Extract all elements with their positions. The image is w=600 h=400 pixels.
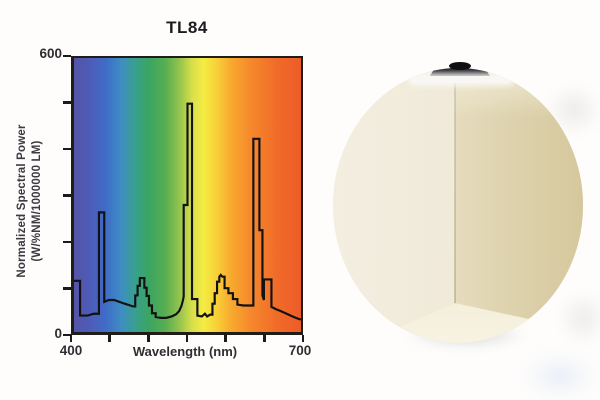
y-axis-title-line2: (W/%NM/1000000 LM)	[30, 140, 43, 262]
x-axis-tick	[224, 335, 227, 342]
booth-edge-fade	[333, 68, 583, 343]
booth-lamp-knob-icon	[449, 62, 471, 70]
y-axis-tick	[63, 333, 71, 337]
chart-title: TL84	[166, 18, 208, 37]
y-axis-tick	[63, 147, 71, 151]
x-axis-tick	[69, 335, 73, 342]
x-axis-tick	[185, 335, 189, 342]
x-axis-tick	[108, 335, 111, 342]
x-axis-tick	[263, 335, 266, 342]
y-axis-tick	[63, 287, 71, 290]
photo-artifact	[520, 352, 600, 400]
y-axis-title: Normalized Spectral Power (W/%NM/1000000…	[15, 66, 49, 336]
x-axis-title: Wavelength (nm)	[132, 344, 238, 359]
y-max-label: 600	[39, 46, 62, 61]
y-axis-tick	[63, 54, 71, 58]
x-axis-tick	[301, 335, 305, 342]
x-axis-tick	[147, 335, 150, 342]
y-min-label: 0	[54, 326, 62, 341]
booth-circle	[333, 68, 583, 343]
y-axis-title-line1: Normalized Spectral Power	[16, 124, 28, 278]
x-min-label: 400	[59, 343, 83, 358]
spd-curve	[74, 102, 301, 321]
y-axis-tick	[63, 240, 71, 244]
y-axis-tick	[63, 194, 71, 197]
x-max-label: 700	[288, 343, 312, 358]
spd-curve-polyline	[74, 102, 301, 321]
y-axis-tick	[63, 101, 71, 104]
plot-area	[71, 56, 303, 335]
